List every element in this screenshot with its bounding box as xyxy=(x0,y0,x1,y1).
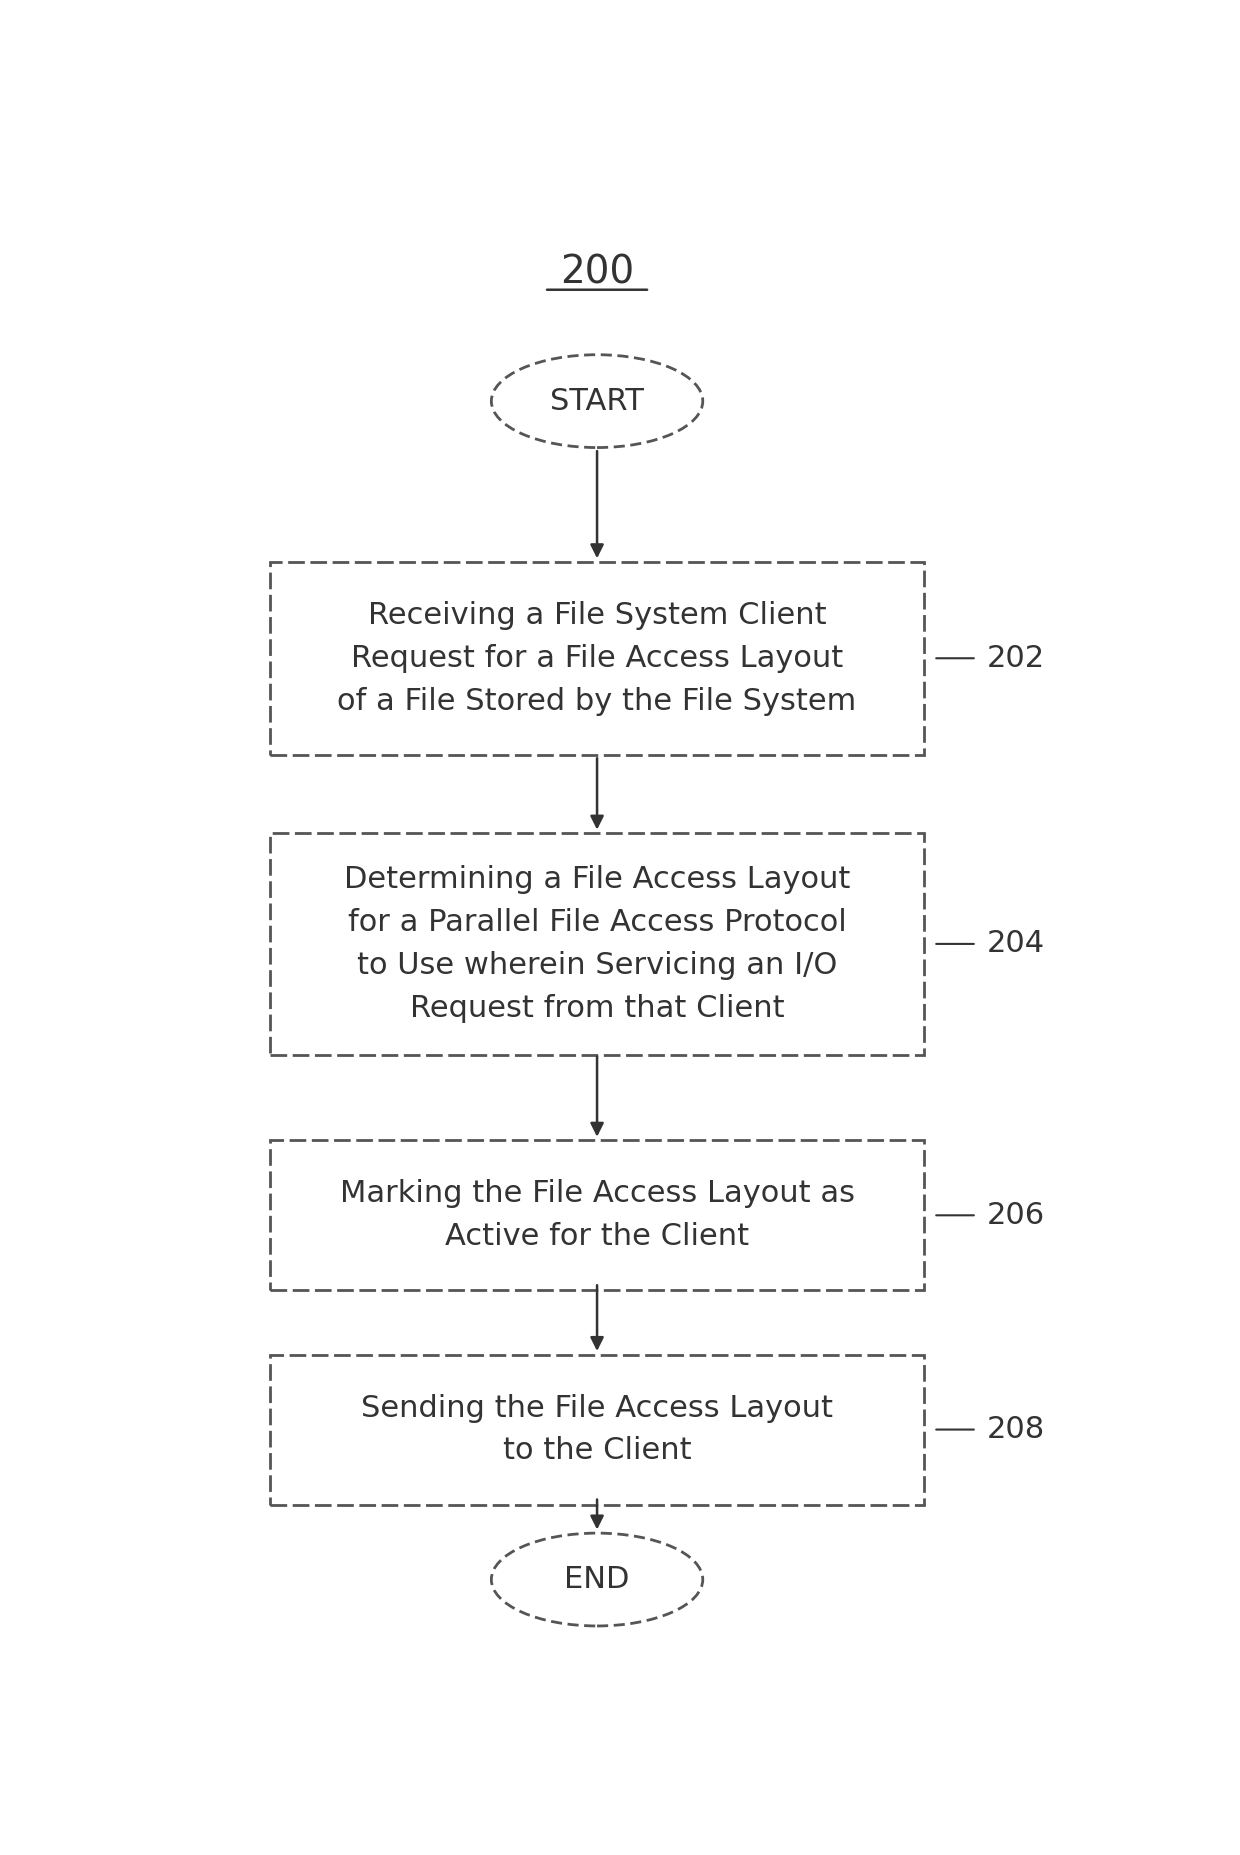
FancyBboxPatch shape xyxy=(270,833,924,1055)
Text: 200: 200 xyxy=(560,254,634,291)
Text: Marking the File Access Layout as
Active for the Client: Marking the File Access Layout as Active… xyxy=(340,1180,854,1252)
Text: 206: 206 xyxy=(986,1200,1044,1230)
FancyBboxPatch shape xyxy=(270,562,924,755)
Text: END: END xyxy=(564,1566,630,1593)
Ellipse shape xyxy=(491,1532,703,1627)
Text: START: START xyxy=(551,386,644,416)
Text: 208: 208 xyxy=(986,1415,1044,1443)
Text: 202: 202 xyxy=(986,644,1044,673)
Text: Receiving a File System Client
Request for a File Access Layout
of a File Stored: Receiving a File System Client Request f… xyxy=(337,601,857,716)
FancyBboxPatch shape xyxy=(270,1141,924,1291)
FancyBboxPatch shape xyxy=(270,1354,924,1504)
Text: Sending the File Access Layout
to the Client: Sending the File Access Layout to the Cl… xyxy=(361,1393,833,1465)
Ellipse shape xyxy=(491,354,703,447)
Text: 204: 204 xyxy=(986,929,1044,959)
Text: Determining a File Access Layout
for a Parallel File Access Protocol
to Use wher: Determining a File Access Layout for a P… xyxy=(343,864,851,1022)
